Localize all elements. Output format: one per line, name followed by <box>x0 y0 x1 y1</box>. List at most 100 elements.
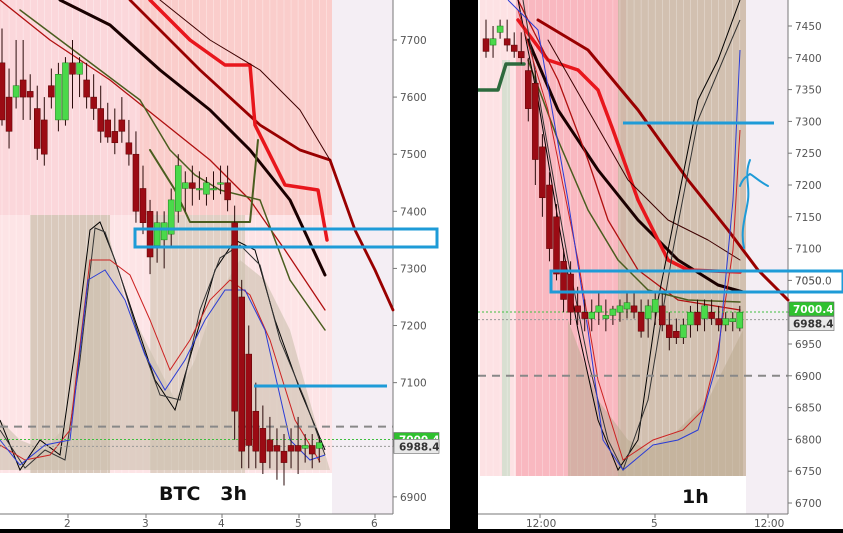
candle-body <box>722 318 729 326</box>
ma-green-step <box>476 62 526 92</box>
candle-body <box>231 222 238 412</box>
candle-body <box>266 439 274 452</box>
y-tick-label: 6850 <box>795 403 822 415</box>
candle-body <box>616 305 624 313</box>
candle-body <box>210 188 217 191</box>
candle-body <box>560 261 567 300</box>
price-tag-box <box>788 301 835 317</box>
oscillator-black-1 <box>0 221 326 472</box>
candle-body <box>153 222 161 246</box>
price-tag-gray: 6988.4 <box>793 319 834 331</box>
y-tick-label: 7400 <box>795 53 822 65</box>
ma-darkred <box>128 0 395 312</box>
candle-body <box>238 296 245 452</box>
candle-body <box>316 442 323 449</box>
candle-body <box>280 450 288 463</box>
oscillator-blue <box>507 0 741 471</box>
candle-body <box>518 51 525 59</box>
candle-body <box>715 318 722 326</box>
candle-body <box>482 38 490 52</box>
x-tick-label: 6 <box>371 518 378 529</box>
candle-body <box>175 165 182 212</box>
ma-red-thin <box>0 0 326 311</box>
future-zone <box>332 0 393 514</box>
annotation-box-7300 <box>133 227 439 249</box>
y-tick-label: 7450 <box>795 21 822 33</box>
candle-body <box>224 182 231 201</box>
price-tag-box: 7050.0 <box>795 275 832 287</box>
candle-body <box>146 211 154 258</box>
price-tag-gray: 6988.4 <box>399 441 440 453</box>
y-tick-label: 7400 <box>400 206 427 218</box>
y-tick-label: 6750 <box>795 466 822 478</box>
y-tick-label: 6900 <box>400 492 427 504</box>
price-tag-box <box>393 439 440 454</box>
candle-body <box>139 188 147 223</box>
green-gray-stripe <box>502 60 510 476</box>
candle-body <box>41 119 48 155</box>
y-tick-label: 7300 <box>400 263 427 275</box>
y-tick-label: 7700 <box>400 35 427 47</box>
y-tick-label: 7500 <box>400 149 427 161</box>
ma-black-thin <box>547 39 741 261</box>
candle-body <box>637 311 645 332</box>
x-tick-label: 3 <box>142 518 149 529</box>
candle-body <box>182 182 189 189</box>
price-tag-box <box>788 316 835 331</box>
y-tick-label: 7100 <box>795 244 822 256</box>
candle-body <box>308 445 316 455</box>
chart-label: 1h <box>682 486 709 508</box>
candle-body <box>609 308 617 316</box>
candle-body <box>623 302 631 310</box>
candle-body <box>489 38 497 46</box>
btc-3h-chart-panel: 770076007500740073007200710069007000.469… <box>0 0 450 530</box>
ma-olive-step <box>149 139 259 223</box>
x-tick-label: 12:00 <box>526 518 556 529</box>
candle-body <box>132 153 140 212</box>
annotation-arrow-up <box>739 159 769 249</box>
ma-olive <box>19 9 326 331</box>
candle-body <box>708 311 715 319</box>
price-tag-green: 7000.4 <box>793 304 834 316</box>
ma-black <box>58 0 327 277</box>
annotation-box-7050 <box>549 269 843 294</box>
candle-body <box>76 62 83 75</box>
y-tick-label: 6700 <box>795 498 822 510</box>
candle-body <box>12 85 20 98</box>
ma-red-thin <box>517 0 741 311</box>
candle-body <box>55 73 62 121</box>
candle-body <box>644 305 652 319</box>
candle-body <box>167 199 175 235</box>
candle-body <box>666 324 673 338</box>
x-tick-label: 5 <box>651 518 658 529</box>
candle-body <box>160 222 168 241</box>
candle-body <box>680 324 687 338</box>
candle-body <box>532 82 539 160</box>
y-tick-label: 7050 <box>795 275 822 287</box>
oscillator-band-fill <box>568 320 743 476</box>
y-tick-label: 7350 <box>795 85 822 97</box>
salmon-zone <box>140 0 332 215</box>
candle-body <box>673 331 680 338</box>
candle-body <box>546 184 553 249</box>
ma-red-thick <box>516 18 742 274</box>
chart-label: BTC 3h <box>159 483 247 505</box>
candle-body <box>294 445 302 452</box>
candle-body <box>651 299 659 313</box>
y-tick-label: 7200 <box>795 180 822 192</box>
y-tick-label: 6900 <box>795 371 822 383</box>
candle-body <box>729 318 736 322</box>
candle-body <box>694 311 701 326</box>
oscillator-black-2 <box>0 227 326 469</box>
x-tick-label: 2 <box>64 518 71 529</box>
candle-body <box>217 182 224 185</box>
candle-body <box>118 119 126 132</box>
btc-1h-chart-panel: 7450 7400 7350 7300 7250 7200 7150 7100 7050 6950… <box>476 0 843 530</box>
candle-body <box>90 96 97 109</box>
candle-body <box>111 131 119 144</box>
candle-body <box>553 216 560 275</box>
oscillator-blue <box>0 269 326 466</box>
candle-body <box>48 85 55 98</box>
ma-black <box>526 38 745 294</box>
candle-body <box>525 70 532 109</box>
